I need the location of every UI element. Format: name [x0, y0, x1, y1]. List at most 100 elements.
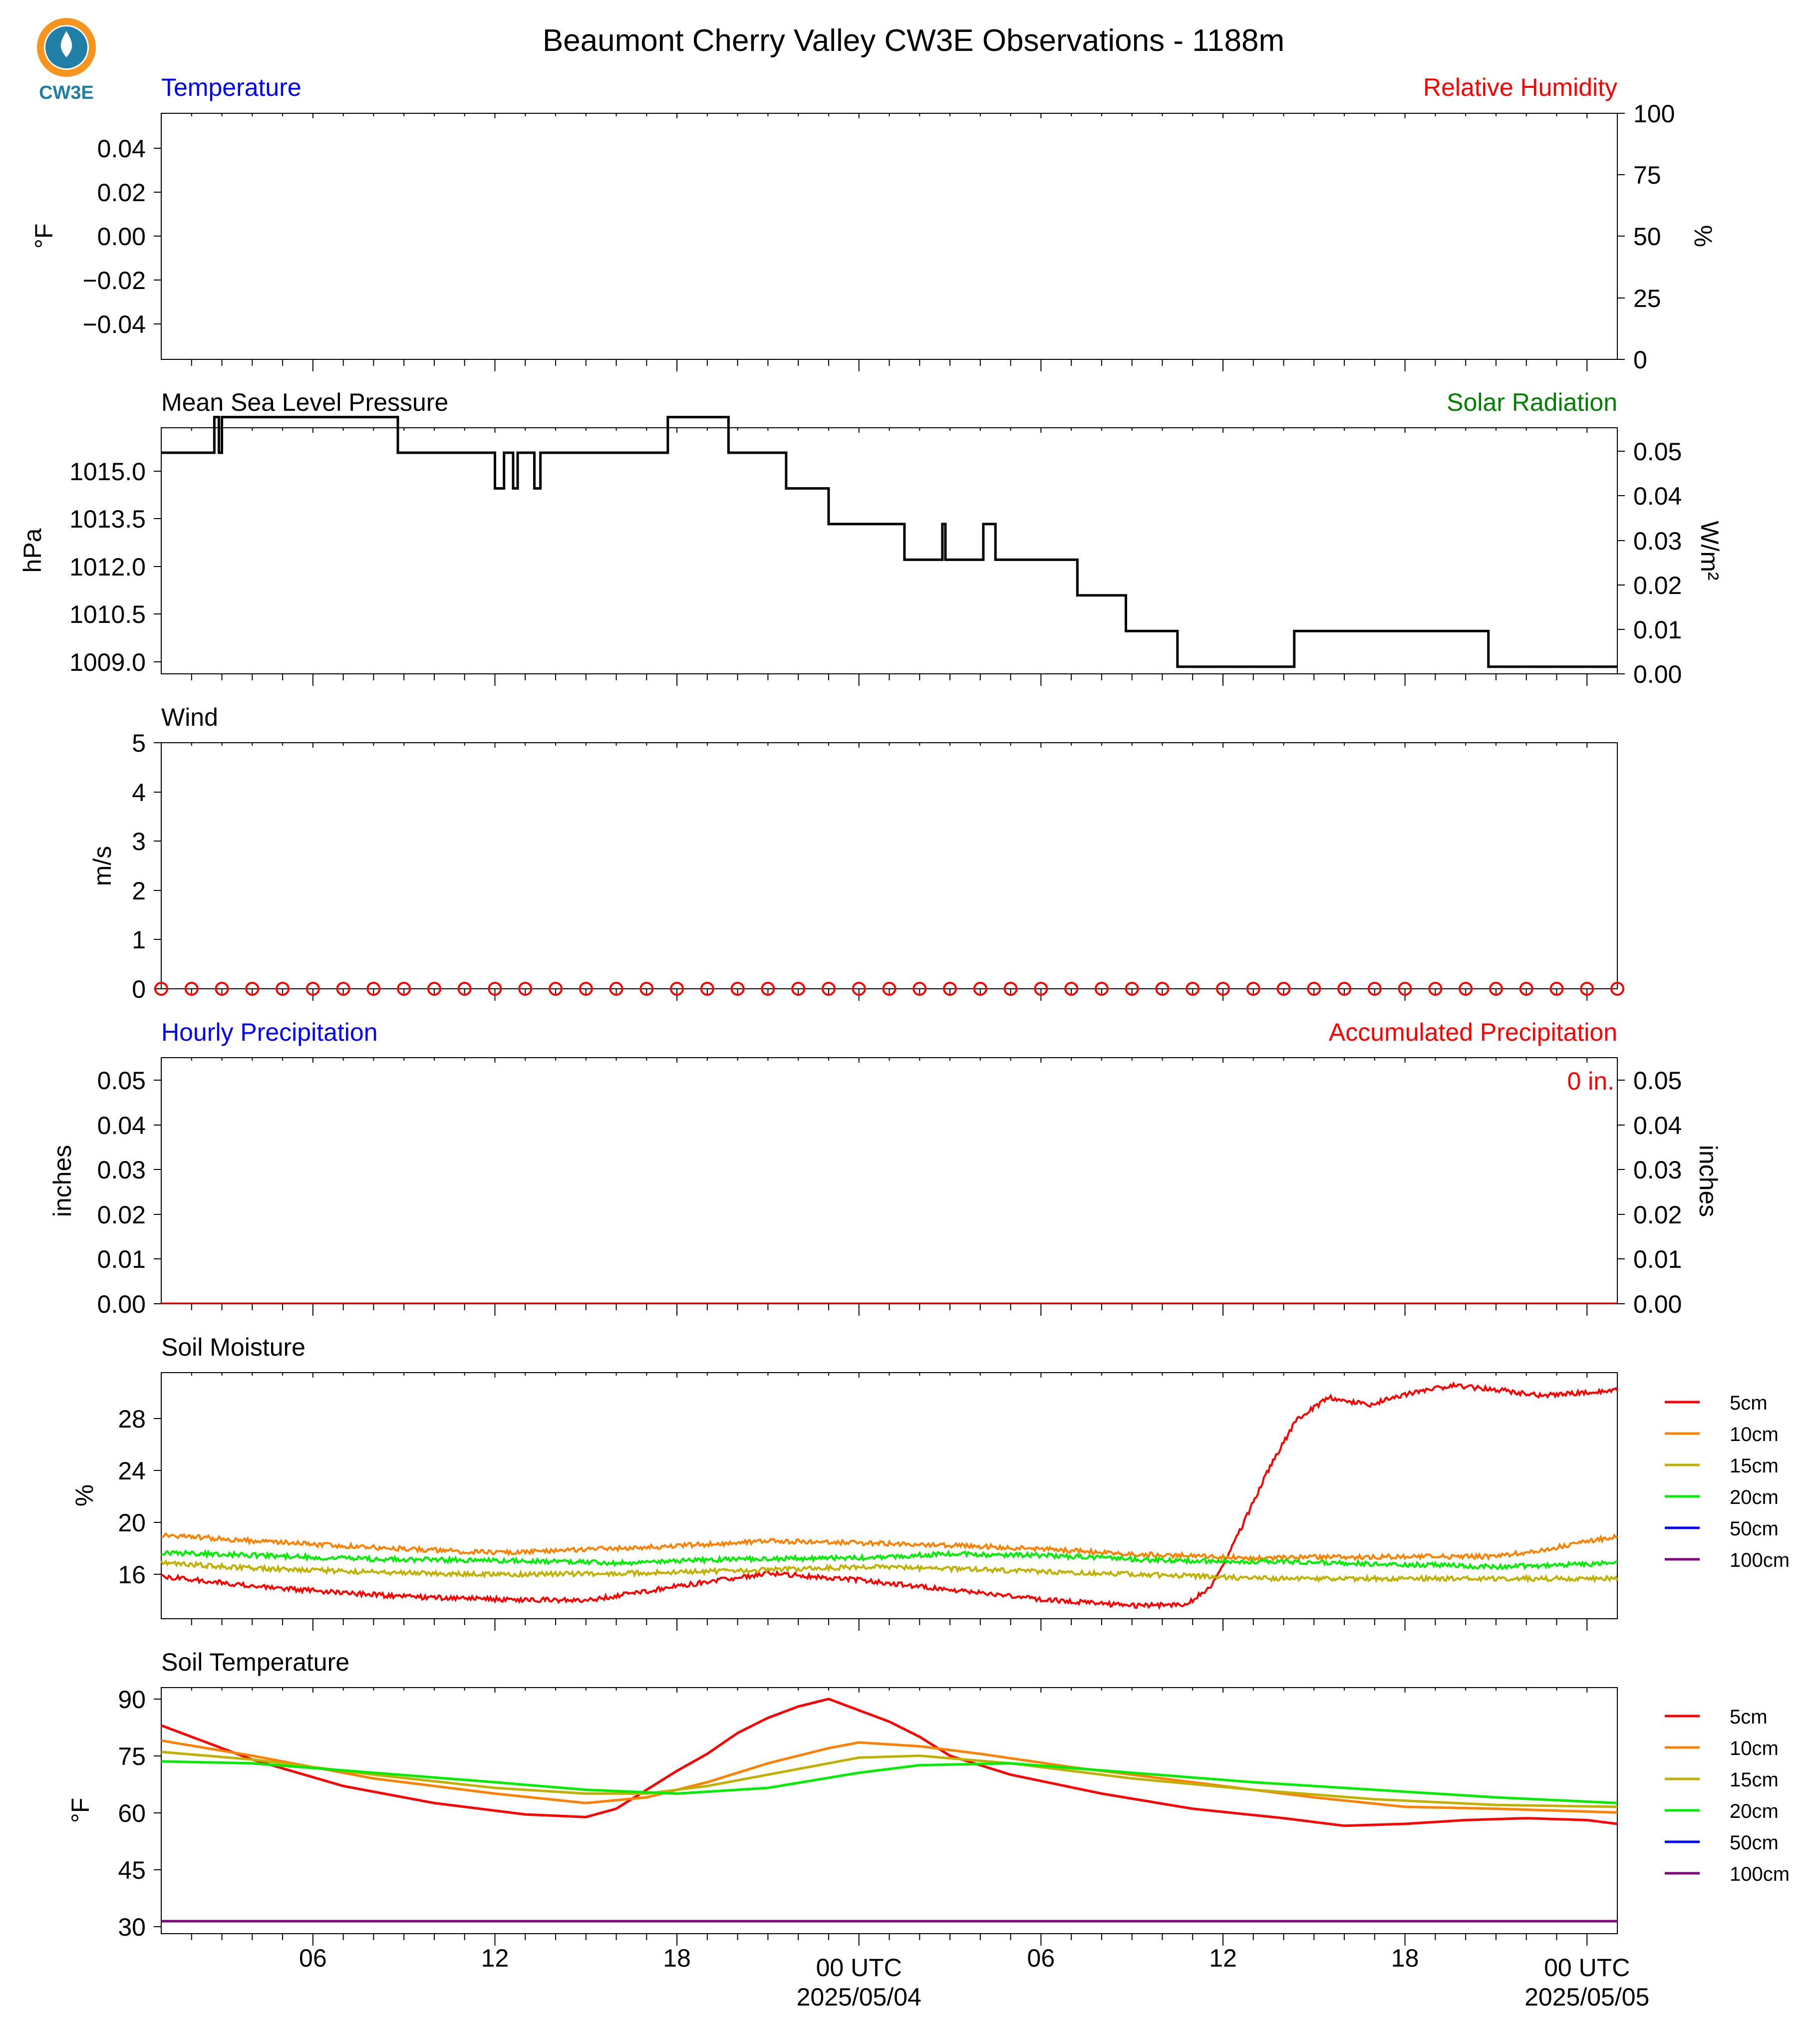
wind-marker — [1549, 982, 1564, 996]
soil-temp-line-10cm — [161, 1739, 1618, 1814]
wind-marker — [912, 982, 927, 996]
soil-temp-line-15cm — [161, 1750, 1618, 1808]
tick-label: 100 — [1633, 100, 1675, 128]
date-label: 2025/05/04 — [797, 1983, 921, 2011]
panel-temperature: Temperature Relative Humidity °F % 0.04 … — [30, 73, 1717, 374]
temperature-left-ticks: 0.04 0.02 0.00 −0.02 −0.04 — [82, 135, 161, 338]
legend-label: 20cm — [1730, 1800, 1779, 1822]
soil-temp-lines — [161, 1698, 1618, 1923]
wind-marker — [518, 982, 533, 996]
pressure-ylabel: hPa — [18, 528, 46, 573]
soil-temp-line-5cm — [161, 1698, 1618, 1827]
pressure-left-ticks: 1015.0 1013.5 1012.0 1010.5 1009.0 — [69, 458, 161, 676]
tick-label: 0.01 — [1633, 616, 1682, 644]
legend-entry-15cm: 15cm — [1665, 1769, 1779, 1791]
wind-marker — [1125, 982, 1139, 996]
tick-label: 24 — [118, 1457, 146, 1485]
wind-marker — [1580, 982, 1594, 996]
solar-ylabel: W/m² — [1696, 521, 1724, 580]
legend-label: 100cm — [1730, 1549, 1790, 1571]
tick-label: 90 — [118, 1686, 146, 1714]
legend-entry-50cm: 50cm — [1665, 1832, 1779, 1854]
legend-label: 15cm — [1730, 1455, 1779, 1477]
soil-moisture-legend: 5cm 10cm 15cm 20cm 50cm 100cm — [1665, 1392, 1790, 1571]
tick-label: 0.02 — [1633, 572, 1682, 599]
wind-marker — [154, 982, 168, 996]
hourly-precip-title: Hourly Precipitation — [161, 1018, 378, 1046]
wind-markers — [154, 982, 1624, 996]
accum-precip-right-ticks: 0.05 0.04 0.03 0.02 0.01 0.00 — [1617, 1067, 1682, 1318]
tick-label: −0.02 — [82, 267, 146, 294]
tick-label: 25 — [1633, 285, 1661, 312]
wind-marker — [427, 982, 441, 996]
wind-marker — [1610, 982, 1624, 996]
soil-moisture-title: Soil Moisture — [161, 1333, 305, 1361]
tick-label: 3 — [132, 828, 146, 856]
soil-moisture-lines — [160, 1381, 1618, 1610]
wind-marker — [973, 982, 987, 996]
tick-label: 0.00 — [97, 1290, 146, 1318]
legend-entry-10cm: 10cm — [1665, 1738, 1779, 1759]
wind-marker — [1003, 982, 1018, 996]
tick-label: 4 — [132, 779, 146, 807]
wind-marker — [943, 982, 957, 996]
wind-marker — [852, 982, 866, 996]
wind-marker — [700, 982, 714, 996]
wind-title: Wind — [161, 703, 218, 731]
soil-moisture-left-ticks: 28 24 20 16 — [118, 1405, 161, 1589]
wind-marker — [366, 982, 381, 996]
wind-marker — [1337, 982, 1352, 996]
precip-left-ticks: 0.05 0.04 0.03 0.02 0.01 0.00 — [97, 1067, 161, 1318]
wind-marker — [1489, 982, 1503, 996]
wind-marker — [397, 982, 411, 996]
pressure-x-ticks — [191, 428, 1588, 686]
wind-marker — [821, 982, 836, 996]
time-tick-label: 00 UTC — [816, 1954, 902, 1982]
legend-entry-15cm: 15cm — [1665, 1455, 1779, 1477]
solar-title: Solar Radiation — [1447, 388, 1617, 416]
legend-entry-20cm: 20cm — [1665, 1800, 1779, 1822]
tick-label: 0.05 — [1633, 438, 1682, 466]
soil-temp-ylabel: °F — [66, 1798, 94, 1823]
logo-drop-icon — [60, 31, 72, 57]
tick-label: 1013.5 — [69, 505, 146, 533]
time-tick-label: 18 — [1391, 1944, 1419, 1972]
temperature-ylabel: °F — [30, 224, 58, 249]
tick-label: 0.02 — [1633, 1201, 1682, 1229]
wind-marker — [215, 982, 229, 996]
tick-label: 0.01 — [1633, 1245, 1682, 1273]
legend-entry-100cm: 100cm — [1665, 1863, 1790, 1885]
legend-label: 50cm — [1730, 1832, 1779, 1854]
tick-label: 0.05 — [97, 1067, 146, 1095]
wind-left-ticks: 5 4 3 2 1 0 — [132, 729, 161, 1003]
wind-marker — [882, 982, 897, 996]
wind-marker — [761, 982, 775, 996]
tick-label: 0.03 — [1633, 527, 1682, 555]
tick-label: 1010.5 — [69, 600, 146, 628]
wind-marker — [549, 982, 563, 996]
time-tick-label: 12 — [481, 1944, 509, 1972]
legend-label: 100cm — [1730, 1863, 1790, 1885]
humidity-right-ticks: 100 75 50 25 0 — [1617, 100, 1675, 374]
time-tick-label: 06 — [299, 1944, 327, 1972]
legend-label: 5cm — [1730, 1706, 1768, 1728]
wind-marker — [1215, 982, 1230, 996]
wind-marker — [488, 982, 502, 996]
wind-marker — [1428, 982, 1443, 996]
wind-x-ticks — [191, 743, 1588, 1001]
tick-label: 1015.0 — [69, 458, 146, 486]
wind-marker — [184, 982, 199, 996]
wind-marker — [1398, 982, 1412, 996]
tick-label: 0.00 — [97, 223, 146, 251]
time-tick-label: 12 — [1209, 1944, 1237, 1972]
soil-temp-line-20cm — [161, 1760, 1618, 1804]
temperature-x-ticks — [191, 113, 1588, 371]
tick-label: 75 — [1633, 161, 1661, 189]
wind-marker — [639, 982, 654, 996]
tick-label: 0.00 — [1633, 1290, 1682, 1318]
logo-text: CW3E — [39, 82, 94, 103]
tick-label: 0.04 — [1633, 1112, 1682, 1140]
legend-entry-20cm: 20cm — [1665, 1486, 1779, 1508]
tick-label: 0.04 — [97, 1112, 146, 1140]
